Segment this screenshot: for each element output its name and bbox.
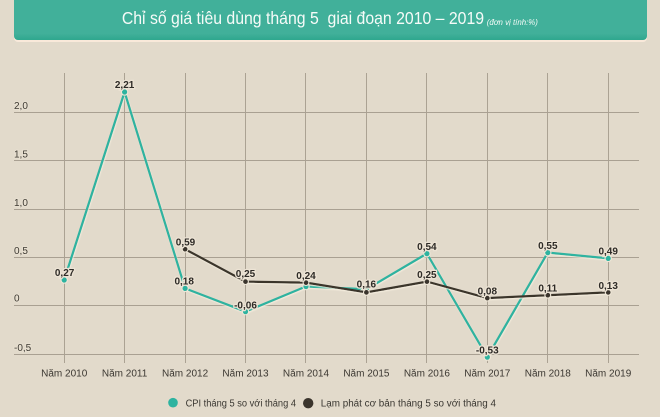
svg-text:0,16: 0,16 [357,279,377,290]
svg-text:Năm 2012: Năm 2012 [162,369,209,380]
svg-text:Năm 2019: Năm 2019 [585,369,632,380]
svg-text:0,59: 0,59 [176,238,196,249]
svg-text:Năm 2014: Năm 2014 [283,369,330,380]
svg-text:-0,06: -0,06 [234,300,257,311]
svg-text:Năm 2016: Năm 2016 [404,369,451,380]
svg-text:0,49: 0,49 [598,247,618,258]
svg-text:Năm 2018: Năm 2018 [525,369,572,380]
svg-text:Năm 2010: Năm 2010 [41,369,88,380]
svg-text:0: 0 [14,294,20,305]
svg-text:1,5: 1,5 [14,149,28,160]
svg-text:0,25: 0,25 [417,270,437,281]
svg-text:0,24: 0,24 [296,271,316,282]
svg-text:0,27: 0,27 [55,268,75,279]
svg-text:-0,5: -0,5 [14,343,32,354]
svg-text:2,21: 2,21 [115,80,135,91]
svg-text:0,08: 0,08 [478,286,498,297]
svg-text:0,18: 0,18 [174,277,194,288]
svg-text:Năm 2017: Năm 2017 [464,369,511,380]
svg-text:Lạm phát cơ bản tháng 5 so với: Lạm phát cơ bản tháng 5 so với tháng 4 [321,398,497,409]
svg-text:0,25: 0,25 [236,269,256,280]
svg-text:0,55: 0,55 [538,241,558,252]
svg-text:0,5: 0,5 [14,246,28,257]
svg-text:0,11: 0,11 [538,283,557,294]
svg-text:0,54: 0,54 [417,242,437,253]
svg-text:Năm 2011: Năm 2011 [102,369,148,380]
svg-text:1,0: 1,0 [14,198,28,209]
svg-text:2,0: 2,0 [14,101,28,112]
svg-text:Năm 2013: Năm 2013 [222,369,269,380]
svg-text:Năm 2015: Năm 2015 [343,369,390,380]
svg-text:-0,53: -0,53 [476,345,499,356]
svg-text:CPI tháng 5 so với tháng 4: CPI tháng 5 so với tháng 4 [186,398,297,409]
svg-text:0,13: 0,13 [598,281,618,292]
